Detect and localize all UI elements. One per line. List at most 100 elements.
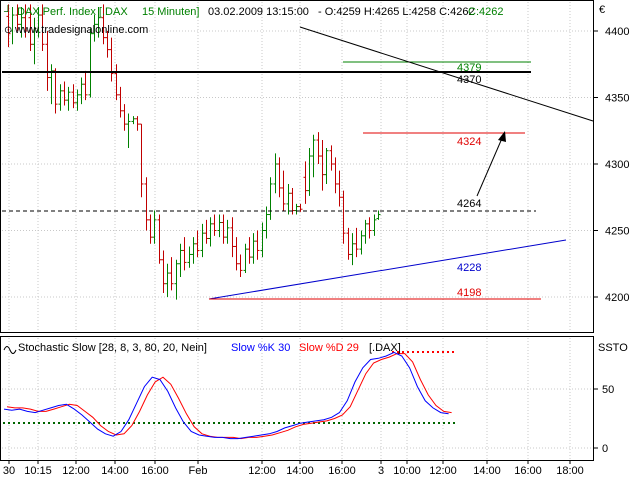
ohlc-bar [114, 64, 119, 101]
stochastic-k-label: Slow %K 30 [231, 342, 290, 354]
header-instrument: DAX Perf. Index [.DAX [17, 6, 128, 18]
ohlc-bar [221, 214, 226, 244]
ohlc-bar [264, 206, 269, 239]
ohlc-bar [329, 145, 334, 171]
ohlc-bar [281, 170, 286, 211]
time-tick-label: 16:00 [514, 465, 542, 477]
watermark: www.tradesignalonline.com [14, 24, 148, 36]
ohlc-bar [243, 243, 248, 274]
stochastic-title: Stochastic Slow [28, 8, 3, 80, 20, Nein] [18, 342, 207, 354]
ohlc-bar [101, 4, 106, 45]
stoch-d-line [6, 353, 452, 440]
ohlc-bar [144, 177, 149, 231]
ohlc-bar [363, 219, 368, 244]
ohlc-bar [359, 230, 364, 255]
ohlc-bar [28, 4, 33, 51]
ohlc-bar [367, 217, 372, 239]
label-red-top: 4324 [457, 136, 481, 148]
ohlc-bar [212, 214, 217, 236]
ohlc-bar [19, 7, 24, 38]
ohlc-bar [148, 214, 153, 244]
ohlc-bar [92, 15, 97, 42]
ohlc-bar [320, 140, 325, 191]
ohlc-bar [341, 190, 346, 244]
ohlc-bar [135, 116, 140, 131]
time-tick-label: 10:00 [393, 465, 421, 477]
ohlc-bar [157, 214, 162, 264]
ohlc-bar [195, 230, 200, 258]
ohlc-bar [49, 64, 54, 105]
ohlc-bar [62, 81, 67, 106]
ohlc-bar [182, 237, 187, 271]
header-ohlc: - O:4259 H:4265 L:4258 C:4262 [318, 6, 475, 18]
header-datetime: 03.02.2009 13:15:00 [208, 6, 309, 18]
time-tick-label: 16:00 [141, 465, 169, 477]
time-tick-label: 12:00 [429, 465, 457, 477]
ohlc-bar [96, 7, 101, 38]
ohlc-bar [178, 243, 183, 278]
time-tick-label: 14:00 [286, 465, 314, 477]
stoch-k-line [3, 351, 449, 440]
ohlc-bar [238, 254, 243, 278]
price-tick-label: 4200 [605, 292, 629, 304]
price-tick-label: 4400 [605, 26, 629, 38]
ohlc-bar [36, 7, 41, 38]
label-trend: 4228 [457, 262, 481, 274]
ohlc-bar [307, 148, 312, 196]
time-tick-label: 30 [3, 465, 15, 477]
blue-trend-line [208, 239, 567, 300]
ohlc-bar [88, 28, 93, 98]
ohlc-bar [32, 17, 37, 65]
ohlc-bar [169, 257, 174, 291]
ohlc-bar [354, 227, 359, 258]
ohlc-bar [303, 161, 308, 204]
watermark-icon: ⊙ [4, 25, 12, 36]
ohlc-bar [79, 77, 84, 105]
ohlc-bar [277, 157, 282, 198]
arrow-line [476, 135, 504, 197]
ohlc-bar [346, 227, 351, 260]
stoch-tick-label: 50 [602, 384, 614, 396]
price-axis: 4200 4250 4300 4350 4400 [593, 26, 629, 304]
ohlc-bar [225, 219, 230, 244]
ohlc-bar [161, 250, 166, 294]
header-close: C:4262 [468, 6, 503, 18]
label-dashed-level: 4264 [457, 198, 481, 210]
ohlc-bar [174, 259, 179, 300]
ohlc-bar [200, 223, 205, 258]
ohlc-bar [255, 230, 260, 260]
stochastic-axis: 0 50 [593, 384, 614, 455]
ohlc-bar [208, 217, 213, 247]
ohlc-bar [10, 7, 15, 45]
ohlc-bar [247, 237, 252, 264]
ohlc-bar [58, 84, 63, 111]
ohlc-bar [273, 153, 278, 194]
black-trend-line [299, 26, 594, 122]
ohlc-bar [376, 210, 381, 220]
ohlc-bar [139, 123, 144, 198]
ohlc-bar [40, 4, 45, 51]
ohlc-bar [204, 219, 209, 244]
ohlc-bar [294, 203, 299, 215]
drawing-lines [2, 26, 594, 300]
price-tick-label: 4350 [605, 93, 629, 105]
ohlc-bar [131, 116, 136, 125]
ohlc-bar [152, 210, 157, 244]
ohlc-bar [372, 214, 377, 236]
time-tick-label: 3 [378, 465, 384, 477]
price-tick-label: 4300 [605, 159, 629, 171]
ohlc-bar [260, 222, 265, 258]
stoch-tick-label: 0 [602, 443, 608, 455]
ohlc-bar [126, 113, 131, 149]
label-red-bottom: 4198 [457, 287, 481, 299]
stochastic-symbol: [.DAX] [369, 342, 401, 354]
ohlc-bar [350, 233, 355, 266]
ohlc-bar [122, 104, 127, 131]
ohlc-bar [83, 70, 88, 101]
ohlc-bar [71, 84, 76, 109]
time-tick-label: 12:00 [248, 465, 276, 477]
ohlc-bar [311, 134, 316, 178]
ohlc-bar [165, 263, 170, 297]
ohlc-bar [298, 203, 303, 212]
